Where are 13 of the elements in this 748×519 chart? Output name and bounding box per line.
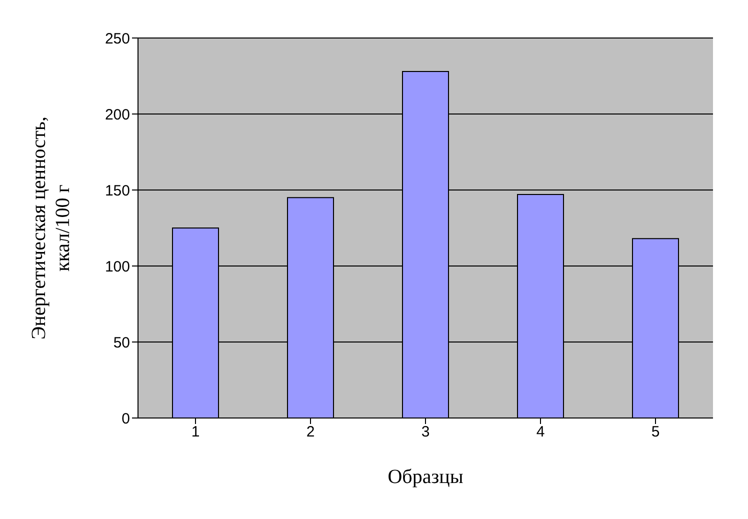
y-tick-label: 150 [104,182,130,200]
y-tick-label: 200 [104,106,130,124]
y-tick-label: 100 [104,258,130,276]
x-tick-label: 2 [306,424,315,441]
y-tick-label: 50 [113,334,130,352]
x-tick-label: 5 [651,424,660,441]
x-tick-label: 3 [421,424,430,441]
x-tick-label: 1 [191,424,200,441]
x-axis-title: Образцы [388,466,464,488]
x-tick-label: 4 [536,424,545,441]
y-tick-label: 0 [122,410,130,428]
y-tick-label: 250 [104,30,130,48]
y-axis-title: Энергетическая ценность, ккал/100 г [28,116,74,340]
